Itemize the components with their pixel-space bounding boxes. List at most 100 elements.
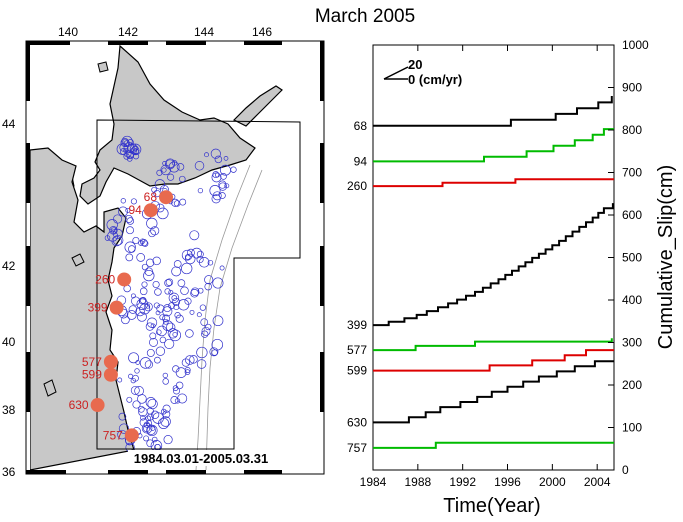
repeater-circle — [164, 279, 172, 287]
frame-bar — [320, 41, 324, 101]
slip-series-399 — [373, 203, 614, 327]
repeater-circle — [173, 260, 182, 268]
repeater-circle — [136, 253, 146, 262]
event-marker-757 — [124, 428, 139, 443]
repeater-circle — [160, 416, 171, 427]
repeater-circle — [145, 415, 152, 422]
repeater-circle — [171, 198, 180, 207]
repeater-circle — [197, 287, 204, 294]
repeater-circle — [189, 230, 200, 241]
repeater-circle — [200, 318, 209, 327]
repeater-circle — [147, 398, 158, 410]
x-tick-label: 2004 — [584, 475, 611, 489]
frame-bar — [320, 143, 324, 203]
slip-series-599 — [373, 349, 614, 372]
repeater-circle — [162, 410, 171, 419]
event-marker-399 — [109, 300, 124, 315]
repeater-circle — [131, 296, 141, 306]
repeater-circle — [162, 161, 167, 166]
y-tick-label: 300 — [622, 336, 642, 350]
repeater-circle — [120, 138, 130, 148]
repeater-circle — [162, 318, 169, 325]
repeater-circle — [135, 360, 141, 365]
repeater-circle — [185, 355, 195, 365]
repeater-circle — [209, 347, 219, 357]
repeater-circle — [175, 314, 184, 323]
lon-tick: 140 — [58, 25, 78, 39]
repeater-circle — [210, 148, 221, 159]
repeater-circle — [197, 187, 204, 194]
repeater-circle — [214, 155, 223, 164]
event-marker-599 — [103, 367, 118, 382]
slip-series-577 — [373, 338, 613, 352]
slip-series-757 — [373, 441, 614, 449]
land-sado — [43, 379, 57, 397]
repeater-circle — [162, 372, 168, 379]
series-label: 94 — [354, 154, 368, 168]
repeater-circle — [154, 356, 161, 364]
repeater-circle — [143, 302, 153, 312]
repeater-circle — [196, 359, 207, 369]
repeater-circle — [150, 323, 156, 329]
repeater-circle — [185, 329, 194, 338]
figure-title: March 2005 — [315, 6, 415, 27]
repeater-circle — [172, 387, 181, 395]
repeater-circle — [219, 265, 225, 271]
repeater-circle — [201, 326, 211, 336]
repeater-circle — [165, 158, 176, 169]
repeater-circle — [204, 152, 209, 158]
repeater-circle — [223, 156, 229, 161]
event-marker-94 — [143, 203, 158, 218]
repeater-circle — [149, 337, 158, 347]
y-tick-label: 600 — [622, 208, 642, 222]
event-marker-260 — [117, 272, 132, 287]
y-tick-label: 100 — [622, 421, 642, 435]
date-range-bg — [128, 450, 274, 466]
repeater-circle — [133, 148, 139, 155]
repeater-circle — [136, 311, 147, 322]
repeater-circle — [175, 367, 187, 378]
y-axis-label: Cumulative_Slip(cm) — [655, 165, 677, 350]
repeater-circle — [125, 253, 134, 262]
repeater-circle — [184, 369, 191, 375]
frame-bar — [320, 246, 324, 306]
repeater-circle — [148, 229, 156, 238]
repeater-circle — [150, 410, 160, 419]
repeater-circle — [145, 397, 157, 408]
repeater-circle — [134, 368, 140, 374]
repeater-circle — [126, 226, 134, 235]
repeater-circle — [196, 312, 202, 318]
scale-legend: 20 0 (cm/yr) — [383, 57, 462, 87]
x-axis-ticks: 1984 1988 1992 1996 2000 2004 — [360, 45, 611, 489]
series-label: 577 — [347, 343, 367, 357]
slip-series-630 — [373, 360, 614, 424]
repeater-circle — [137, 394, 147, 404]
repeater-circle — [122, 138, 128, 145]
repeater-circle — [172, 385, 179, 391]
repeater-circle — [104, 235, 111, 241]
repeater-circle — [166, 322, 176, 332]
scale-unit: 0 (cm/yr) — [408, 72, 462, 87]
repeater-circle — [146, 424, 158, 437]
repeater-circle — [190, 287, 200, 296]
repeater-circle — [132, 400, 141, 409]
repeater-circle — [167, 328, 179, 339]
repeater-circle — [204, 282, 212, 291]
series-label: 630 — [347, 415, 367, 429]
repeater-circle — [139, 287, 148, 296]
repeater-circle — [129, 143, 142, 156]
repeater-circle — [196, 250, 204, 258]
repeater-circle — [117, 377, 123, 383]
frame-bar — [26, 246, 30, 306]
repeater-circle — [177, 393, 188, 404]
repeater-circle — [162, 314, 170, 323]
trench-contour — [195, 164, 251, 470]
frame-bar — [108, 41, 148, 45]
repeater-circle — [168, 161, 180, 173]
frame-bar — [26, 143, 30, 203]
repeater-circle — [145, 420, 153, 427]
repeater-circle — [145, 258, 155, 267]
repeater-circle — [145, 303, 151, 309]
